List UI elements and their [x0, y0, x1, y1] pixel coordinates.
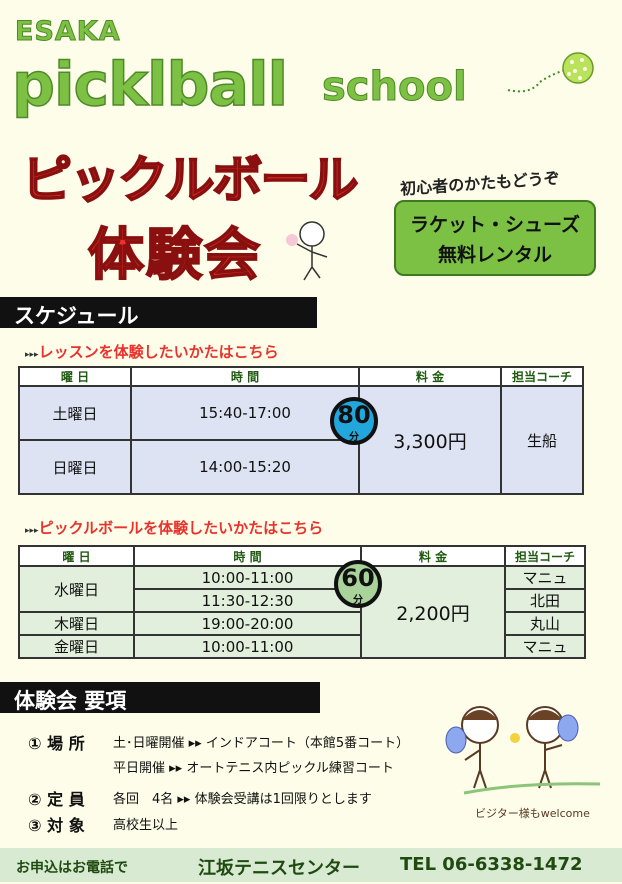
duration-value: 80 — [337, 401, 371, 429]
brand-esaka: ESAKA — [15, 16, 121, 48]
brand-school: school — [322, 64, 468, 111]
target-label: ③ 対 象 — [28, 816, 85, 835]
place-line1: 土･日曜開催 ▸▸ インドアコート（本館5番コート） — [113, 736, 410, 751]
pickle-subtitle: ▸▸▸ピックルボールを体験したいかたはこちら — [25, 519, 324, 537]
table-row: 水曜日 10:00-11:00 2,200円 マニュ — [18, 565, 586, 659]
coach-cell: 丸山 — [504, 611, 586, 636]
lesson-table: 曜 日時 間料 金担当コーチ 土曜日 15:40-17:00 3,300円 生船 日曜… — [18, 366, 584, 495]
rental-line1: ラケット・シューズ — [409, 214, 581, 236]
col-coach: 担当コーチ — [504, 545, 586, 567]
col-day: 曜 日 — [18, 545, 135, 567]
coach-cell: マニュ — [504, 565, 586, 590]
beginner-note: 初心者のかたもどうぞ — [399, 168, 561, 199]
title-trial: 体験会 — [87, 222, 262, 289]
apply-by-phone: お申込はお電話で — [16, 860, 128, 876]
day-cell: 木曜日 — [18, 611, 135, 636]
price-cell: 2,200円 — [360, 565, 506, 659]
coach-cell: 生船 — [500, 385, 584, 495]
coach-cell: マニュ — [504, 634, 586, 659]
lesson-subtitle-text: レッスンを体験したいかたはこちら — [38, 343, 279, 361]
day-cell: 土曜日 — [18, 385, 132, 441]
rental-line2: 無料レンタル — [437, 244, 552, 266]
col-time: 時 間 — [133, 545, 362, 567]
duration-badge-60: 60 分 — [334, 560, 382, 608]
duration-value: 60 — [341, 564, 375, 592]
requirements-heading: 体験会 要項 — [0, 682, 320, 713]
place-line2: 平日開催 ▸▸ オートテニス内ピックル練習コート — [113, 761, 394, 776]
pickle-subtitle-text: ピックルボールを体験したいかたはこちら — [38, 519, 324, 537]
schedule-heading: スケジュール — [0, 297, 317, 328]
table-row: 11:30-12:30 北田 — [19, 588, 586, 613]
table-row: 日曜日 14:00-15:20 — [18, 439, 583, 495]
col-price: 料 金 — [360, 545, 506, 567]
table-row: 木曜日 19:00-20:00 丸山 — [18, 611, 586, 636]
col-coach: 担当コーチ — [500, 366, 584, 387]
time-cell: 10:00-11:00 — [133, 565, 362, 590]
time-cell: 19:00-20:00 — [133, 611, 362, 636]
col-time: 時 間 — [130, 366, 360, 387]
day-cell: 水曜日 — [18, 565, 135, 613]
place-label: ① 場 所 — [28, 734, 85, 753]
kids-with-paddles-icon — [445, 706, 579, 789]
title-pickleball: ピックルボール — [21, 150, 359, 210]
visitor-note: ビジター様もwelcome — [475, 807, 590, 820]
cheering-person-icon — [286, 221, 328, 281]
table-row: 土曜日 15:40-17:00 3,300円 生船 — [18, 385, 584, 495]
time-cell: 10:00-11:00 — [133, 634, 362, 659]
time-cell: 14:00-15:20 — [130, 439, 360, 495]
time-cell: 11:30-12:30 — [133, 588, 362, 613]
duration-unit: 分 — [353, 595, 363, 606]
center-name: 江坂テニスセンター — [198, 858, 360, 879]
capacity-line: 各回 4名 ▸▸ 体験会受講は1回限りとします — [113, 792, 372, 807]
green-swoosh — [463, 782, 601, 795]
phone-number[interactable]: TEL 06-6338-1472 — [400, 854, 583, 875]
day-cell: 金曜日 — [18, 634, 135, 659]
contact-footer: お申込はお電話で 江坂テニスセンター TEL 06-6338-1472 — [0, 848, 622, 882]
table-row: 金曜日 10:00-11:00 マニュ — [18, 634, 586, 659]
price-cell: 3,300円 — [358, 385, 502, 495]
coach-cell: 北田 — [504, 588, 586, 613]
capacity-label: ② 定 員 — [28, 790, 85, 809]
col-price: 料 金 — [358, 366, 502, 387]
pickleball-table: 曜 日時 間料 金担当コーチ 水曜日 10:00-11:00 2,200円 マニュ 1… — [18, 545, 586, 659]
target-line: 高校生以上 — [113, 818, 179, 833]
time-cell: 15:40-17:00 — [130, 385, 360, 441]
pickleball-icon — [507, 52, 594, 93]
day-cell: 日曜日 — [18, 439, 132, 495]
brand-picklball: picklball — [11, 49, 289, 121]
free-rental-badge: ラケット・シューズ 無料レンタル — [394, 200, 596, 276]
duration-unit: 分 — [349, 432, 359, 443]
lesson-subtitle: ▸▸▸レッスンを体験したいかたはこちら — [25, 343, 279, 361]
col-day: 曜 日 — [18, 366, 132, 387]
duration-badge-80: 80 分 — [330, 397, 378, 445]
